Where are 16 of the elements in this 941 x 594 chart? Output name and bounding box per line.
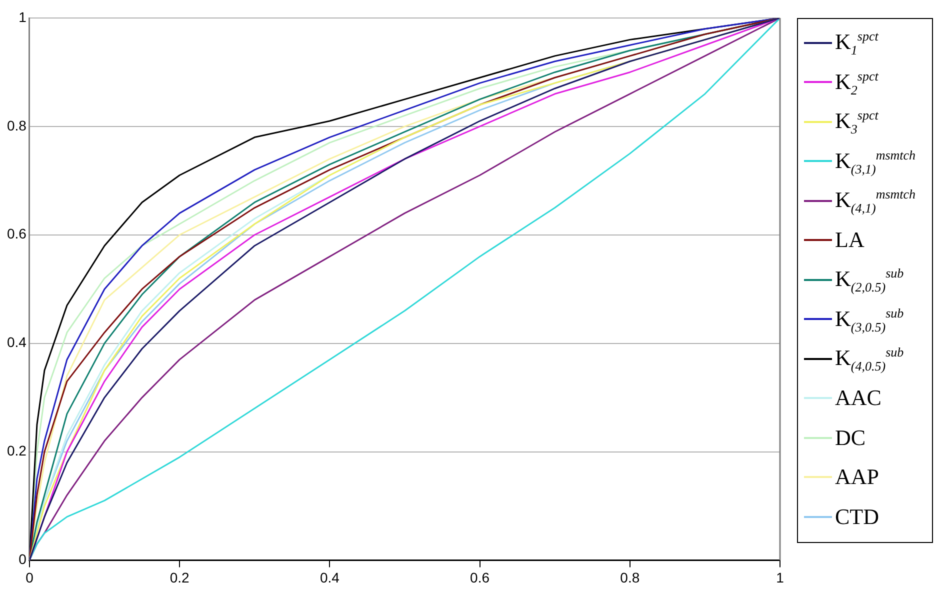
y-tick-label: 0.2 [6, 442, 27, 459]
x-tick-label: 0.6 [470, 569, 490, 586]
x-tick-label: 0.2 [170, 569, 190, 586]
y-tick-label: 0.6 [6, 226, 27, 242]
legend-label: AAC [835, 385, 882, 412]
legend-label: AAP [835, 464, 880, 490]
x-tick-label: 0.8 [620, 569, 640, 586]
x-tick-label: 0.4 [320, 569, 340, 586]
x-tick-label: 1 [776, 569, 784, 586]
y-tick-label: 1 [18, 8, 27, 25]
legend-label: CTD [835, 504, 879, 530]
y-tick-label: 0.4 [6, 334, 27, 350]
y-tick-label: 0.8 [6, 117, 27, 134]
y-tick-label: 0 [18, 551, 27, 568]
legend-label: LA [835, 227, 864, 254]
legend-label: DC [835, 424, 866, 451]
